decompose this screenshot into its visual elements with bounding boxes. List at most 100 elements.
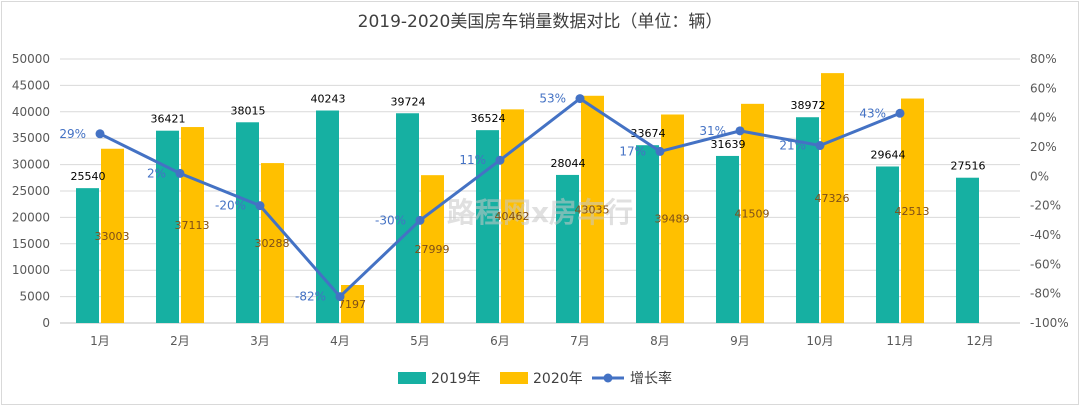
x-tick-label: 3月	[250, 334, 270, 348]
growth-point	[175, 168, 185, 178]
legend-marker-growth	[603, 373, 613, 383]
bar-2019	[876, 166, 899, 323]
y-left-tick-label: 0	[42, 316, 50, 330]
data-label-2020: 47326	[815, 192, 850, 205]
series-2020-bars	[101, 73, 924, 324]
y-left-tick-label: 40000	[12, 105, 50, 119]
x-tick-label: 1月	[90, 334, 110, 348]
x-tick-label: 10月	[806, 334, 833, 348]
growth-point	[415, 215, 425, 225]
data-label-2019: 27516	[951, 160, 986, 173]
watermark: 路程网x房车行	[447, 196, 633, 229]
y-left-tick-label: 15000	[12, 237, 50, 251]
y-axis-left: 0 5000 10000 15000 20000 25000 30000 35000 40000…	[12, 52, 50, 330]
bar-2019	[156, 130, 179, 323]
growth-label: 17%	[619, 144, 646, 158]
growth-label: 21%	[779, 139, 806, 153]
y-left-tick-label: 35000	[12, 131, 50, 145]
data-label-2020: 43035	[575, 203, 610, 216]
x-tick-label: 12月	[966, 334, 993, 348]
series-2019-bars	[76, 110, 979, 324]
growth-point	[495, 155, 505, 165]
bar-2019	[476, 130, 499, 323]
legend-swatch-2020	[500, 372, 528, 384]
growth-point	[575, 94, 585, 104]
y-left-tick-label: 20000	[12, 210, 50, 224]
data-label-2019: 40243	[311, 93, 346, 106]
bar-2019	[796, 117, 819, 323]
series-2020-labels: 33003 37113 30288 7197 27999 40462 43035 39489 4…	[95, 192, 930, 311]
data-label-2019: 38972	[791, 99, 826, 112]
data-label-2020: 33003	[95, 230, 130, 243]
growth-label: 11%	[459, 153, 486, 167]
y-right-tick-label: 80%	[1030, 52, 1057, 66]
growth-point	[95, 129, 105, 139]
bar-2019	[236, 122, 259, 324]
bar-2020	[421, 175, 444, 323]
x-tick-label: 4月	[330, 334, 350, 348]
bar-2019	[556, 174, 579, 323]
legend-label-2020: 2020年	[533, 371, 583, 387]
bar-2019	[316, 110, 339, 323]
y-right-tick-label: 20%	[1030, 140, 1057, 154]
legend-label-2019: 2019年	[431, 371, 481, 387]
data-label-2020: 7197	[338, 298, 366, 311]
y-right-tick-label: -100%	[1030, 316, 1069, 330]
bar-2020	[261, 163, 284, 323]
y-right-tick-label: -80%	[1030, 287, 1061, 301]
growth-point	[895, 108, 905, 118]
y-left-tick-label: 45000	[12, 78, 50, 92]
data-label-2019: 31639	[711, 138, 746, 151]
growth-label: 43%	[859, 106, 886, 120]
y-right-tick-label: 40%	[1030, 111, 1057, 125]
data-label-2020: 42513	[895, 205, 930, 218]
bar-2019	[76, 188, 99, 323]
y-left-tick-label: 30000	[12, 158, 50, 172]
data-label-2020: 41509	[735, 207, 770, 220]
y-right-tick-label: -40%	[1030, 228, 1061, 242]
y-left-tick-label: 5000	[19, 290, 50, 304]
data-label-2020: 30288	[255, 237, 290, 250]
y-left-tick-label: 25000	[12, 184, 50, 198]
bar-2019	[636, 145, 659, 323]
y-left-tick-label: 50000	[12, 52, 50, 66]
bar-2020	[821, 73, 844, 324]
x-tick-label: 2月	[170, 334, 190, 348]
bar-2019	[716, 155, 739, 323]
growth-label: -30%	[375, 213, 406, 227]
growth-point	[335, 292, 345, 302]
bar-2020	[501, 109, 524, 323]
x-tick-label: 7月	[570, 334, 590, 348]
y-left-tick-label: 10000	[12, 263, 50, 277]
x-tick-label: 6月	[490, 334, 510, 348]
y-right-tick-label: -20%	[1030, 199, 1061, 213]
growth-point	[735, 126, 745, 136]
y-right-tick-label: -60%	[1030, 257, 1061, 271]
growth-label: 2%	[147, 166, 166, 180]
data-label-2019: 36524	[471, 112, 506, 125]
x-tick-label: 11月	[886, 334, 913, 348]
growth-label: -82%	[295, 290, 326, 304]
growth-point	[815, 141, 825, 151]
data-label-2019: 28044	[551, 157, 586, 170]
bar-2020	[581, 95, 604, 323]
x-tick-label: 5月	[410, 334, 430, 348]
x-axis: 1月 2月 3月 4月 5月 6月 7月 8月 9月 10月 11月 12月	[60, 322, 1020, 348]
bar-2020	[341, 284, 364, 323]
data-label-2020: 37113	[175, 219, 210, 232]
y-right-tick-label: 60%	[1030, 81, 1057, 95]
y-right-tick-label: 0%	[1030, 169, 1049, 183]
data-label-2019: 36421	[151, 113, 186, 126]
data-label-2019: 29644	[871, 148, 906, 161]
growth-point	[655, 146, 665, 156]
chart-title: 2019-2020美国房车销量数据对比（单位：辆）	[358, 12, 723, 32]
growth-label: -20%	[215, 199, 246, 213]
x-tick-label: 8月	[650, 334, 670, 348]
legend: 2019年 2020年 增长率	[398, 370, 672, 387]
x-tick-label: 9月	[730, 334, 750, 348]
bar-2020	[741, 103, 764, 323]
y-axis-right: -100% -80% -60% -40% -20% 0% 20% 40% 60% 80%	[1030, 52, 1069, 330]
series-growth-line: 29% 2% -20% -82% -30% 11% 53% 17% 31% 21% 43%	[59, 92, 905, 304]
